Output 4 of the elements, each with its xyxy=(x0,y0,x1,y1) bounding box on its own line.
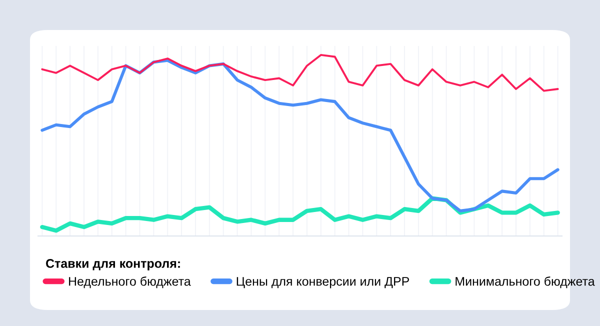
legend-title: Ставки для контроля: xyxy=(46,259,180,270)
legend-label: Минимального бюджета xyxy=(456,276,595,288)
legend-label: Цены для конверсии или ДРР xyxy=(236,277,410,288)
legend-label: Недельного бюджета xyxy=(69,276,191,288)
